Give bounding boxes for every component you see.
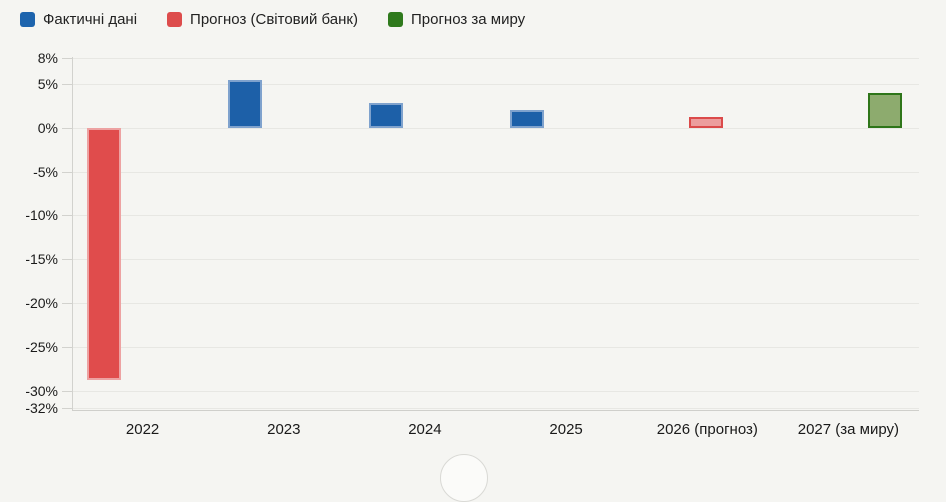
legend-item-worldbank-forecast[interactable]: Прогноз (Світовий банк) [167, 11, 358, 28]
legend-item-peace-forecast[interactable]: Прогноз за миру [387, 10, 526, 28]
bar-chart: Фактичні дані Прогноз (Світовий банк) Пр… [20, 8, 919, 438]
y-tick--30 [62, 390, 72, 392]
x-axis-line [72, 410, 919, 411]
bar-2024[interactable] [368, 102, 403, 128]
x-axis-label-2024: 2024 [408, 421, 442, 438]
x-axis-label-2027: 2027 (за миру) [797, 421, 900, 438]
partial-circle-button[interactable] [440, 454, 488, 502]
y-tick--15 [62, 259, 72, 261]
bar-2022[interactable] [86, 127, 121, 380]
gridline-8 [72, 57, 919, 59]
y-axis-label--15: -15% [25, 251, 58, 268]
y-axis-line [72, 57, 73, 410]
y-tick-5 [62, 84, 72, 86]
y-axis-label--20: -20% [25, 295, 58, 311]
gridline--15 [72, 259, 919, 261]
y-tick--5 [62, 171, 72, 173]
legend-swatch-actual-data [20, 11, 35, 27]
gridline-5 [72, 84, 919, 86]
y-axis-label--30: -30% [25, 382, 58, 399]
legend-label-worldbank-forecast: Прогноз (Світовий банк) [190, 10, 358, 28]
bar-2026[interactable] [689, 117, 724, 128]
chart-legend: Фактичні дані Прогноз (Світовий банк) Пр… [20, 8, 525, 30]
y-tick-8 [62, 57, 72, 59]
bar-2023[interactable] [227, 79, 262, 128]
gridline-0 [72, 127, 919, 129]
gridline--10 [72, 215, 919, 217]
y-axis-label--32: -32% [25, 400, 58, 416]
y-axis-label--5: -5% [33, 163, 58, 180]
gridline--5 [72, 171, 919, 173]
bar-2027[interactable] [868, 92, 903, 128]
x-axis-label-2022: 2022 [125, 421, 160, 438]
gridline--30 [72, 390, 919, 392]
y-tick--20 [62, 303, 72, 304]
gridline--20 [72, 303, 919, 304]
legend-swatch-peace-forecast [387, 11, 403, 27]
y-axis-label--25: -25% [25, 338, 58, 355]
bar-2025[interactable] [510, 110, 545, 128]
legend-label-actual-data: Фактичні дані [43, 10, 138, 28]
x-axis-label-2026: 2026 (прогноз) [656, 421, 758, 438]
legend-swatch-worldbank-forecast [167, 11, 183, 27]
y-tick--32 [62, 408, 72, 409]
y-axis-label-0: 0% [37, 119, 58, 136]
y-tick--25 [62, 346, 72, 348]
x-axis-label-2025: 2025 [549, 421, 583, 438]
y-tick-0 [62, 127, 72, 129]
legend-item-actual-data[interactable]: Фактичні дані [20, 11, 137, 28]
gridline--25 [72, 346, 919, 348]
y-tick--10 [62, 215, 72, 217]
gridline--32 [72, 408, 919, 409]
x-axis-label-2023: 2023 [267, 421, 301, 438]
y-axis-label-5: 5% [37, 76, 58, 93]
legend-label-peace-forecast: Прогноз за миру [410, 10, 526, 28]
y-axis-label-8: 8% [37, 49, 58, 66]
y-axis-label--10: -10% [25, 207, 58, 224]
